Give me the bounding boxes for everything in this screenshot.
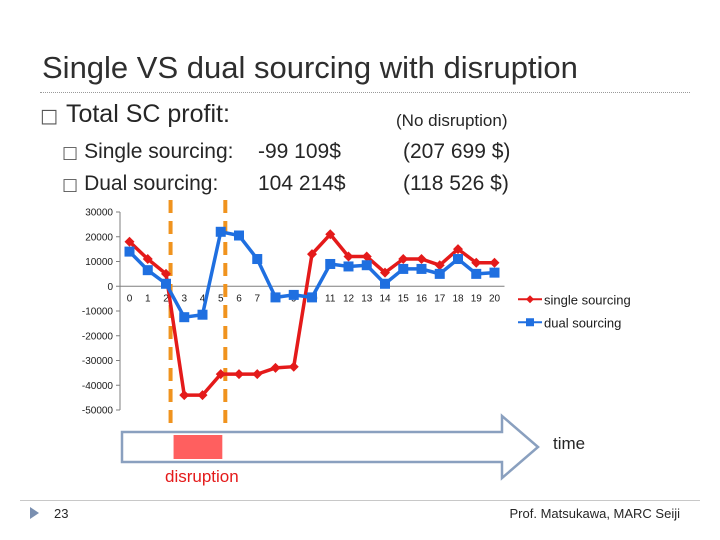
single-sourcing-point: [197, 390, 208, 401]
y-tick-label: -20000: [82, 331, 114, 342]
dual-legend-marker: [526, 318, 534, 327]
x-tick-label: 13: [361, 293, 373, 304]
dual-sourcing-point: [270, 292, 281, 303]
bullet-icon: □: [40, 105, 58, 127]
bullet-icon: □: [62, 175, 79, 195]
x-tick-label: 7: [254, 293, 260, 304]
slide-title: Single VS dual sourcing with disruption: [42, 50, 578, 85]
y-tick-label: 0: [107, 282, 113, 293]
profit-line-chart: 30000 20000 10000 0 -10000 -20000 -30000 -40000…: [82, 200, 631, 481]
dual-sourcing-point: [398, 263, 409, 274]
x-tick-label: 1: [145, 293, 151, 304]
single-sourcing-point: [270, 362, 281, 373]
x-tick-label: 5: [218, 293, 224, 304]
single-sourcing-value: -99 109$: [258, 140, 341, 163]
dual-sourcing-point: [325, 258, 336, 269]
x-tick-label: 15: [398, 293, 410, 304]
dual-sourcing-point: [361, 260, 372, 271]
x-tick-label: 20: [489, 293, 501, 304]
single-legend-label: single sourcing: [544, 292, 631, 307]
x-tick-label: 16: [416, 293, 428, 304]
dual-nodisruption-value: (118 526 $): [403, 172, 509, 195]
single-sourcing-point: [215, 369, 226, 380]
dual-sourcing-point: [343, 261, 354, 272]
single-sourcing-point: [471, 257, 482, 268]
total-profit-label: Total SC profit:: [65, 100, 230, 128]
single-sourcing-point: [325, 229, 336, 240]
dual-sourcing-line: □ Dual sourcing: 104 214$: [62, 172, 346, 196]
dual-sourcing-point: [124, 246, 135, 257]
dual-sourcing-point: [416, 263, 427, 274]
x-tick-label: 3: [181, 293, 187, 304]
dual-sourcing-point: [215, 226, 226, 237]
x-tick-label: 17: [434, 293, 446, 304]
dual-sourcing-point: [197, 309, 208, 320]
dual-sourcing-point: [288, 289, 299, 300]
dual-legend-label: dual sourcing: [544, 315, 621, 330]
dual-sourcing-point: [453, 254, 463, 265]
x-tick-label: 4: [200, 293, 206, 304]
y-tick-label: 10000: [85, 257, 113, 268]
dual-sourcing-point: [434, 268, 445, 279]
x-tick-label: 6: [236, 293, 242, 304]
bullet-icon: □: [62, 143, 79, 163]
dual-sourcing-point: [471, 268, 482, 279]
x-tick-label: 11: [325, 293, 336, 304]
y-tick-label: 30000: [85, 208, 113, 219]
y-tick-label: 20000: [85, 232, 113, 243]
y-tick-label: -50000: [82, 406, 114, 417]
single-sourcing-label: Single sourcing:: [84, 140, 234, 163]
dual-sourcing-point: [307, 292, 317, 303]
disruption-label: disruption: [165, 467, 239, 486]
y-tick-label: -40000: [82, 381, 114, 392]
dual-sourcing-point: [161, 278, 171, 289]
dual-sourcing-point: [252, 254, 263, 265]
footer-divider: [20, 500, 700, 501]
single-sourcing-line: □ Single sourcing: -99 109$: [62, 140, 341, 164]
single-sourcing-point: [288, 361, 299, 372]
single-sourcing-point: [124, 236, 135, 247]
y-tick-label: -30000: [82, 356, 114, 367]
x-tick-label: 2: [163, 293, 169, 304]
dual-sourcing-label: Dual sourcing:: [84, 172, 219, 195]
single-sourcing-point: [489, 257, 500, 268]
single-legend-marker: [526, 295, 534, 304]
dual-sourcing-point: [142, 265, 153, 276]
dual-sourcing-point: [380, 278, 390, 289]
total-profit-line: □ Total SC profit:: [40, 100, 230, 129]
x-tick-label: 0: [127, 293, 133, 304]
dual-sourcing-value: 104 214$: [258, 172, 346, 195]
y-tick-label: -10000: [82, 307, 114, 318]
single-sourcing-point: [361, 251, 372, 262]
footer-arrow-icon: [30, 507, 39, 519]
author-credit: Prof. Matsukawa, MARC Seiji: [509, 506, 681, 521]
x-tick-label: 19: [471, 293, 483, 304]
time-arrow: [120, 413, 540, 481]
single-sourcing-point: [343, 251, 354, 262]
title-divider: [40, 92, 690, 93]
single-sourcing-point: [234, 369, 244, 380]
single-sourcing-point: [179, 390, 190, 401]
single-sourcing-point: [416, 254, 427, 265]
no-disruption-label: (No disruption): [396, 111, 508, 130]
dual-sourcing-point: [179, 312, 190, 323]
single-sourcing-point: [398, 254, 409, 265]
dual-sourcing-point: [234, 230, 244, 241]
page-number: 23: [54, 506, 69, 521]
dual-sourcing-point: [489, 267, 500, 278]
single-sourcing-point: [252, 369, 263, 380]
x-tick-label: 12: [343, 293, 355, 304]
single-sourcing-point: [142, 254, 153, 265]
single-sourcing-point: [434, 260, 445, 271]
x-tick-label: 14: [379, 293, 391, 304]
single-sourcing-point: [161, 268, 171, 279]
single-sourcing-point: [380, 267, 390, 278]
single-sourcing-point: [453, 244, 463, 255]
x-tick-label: 18: [452, 293, 464, 304]
single-nodisruption-value: (207 699 $): [403, 140, 511, 163]
time-label: time: [553, 434, 586, 453]
disruption-period-block: [173, 435, 223, 459]
